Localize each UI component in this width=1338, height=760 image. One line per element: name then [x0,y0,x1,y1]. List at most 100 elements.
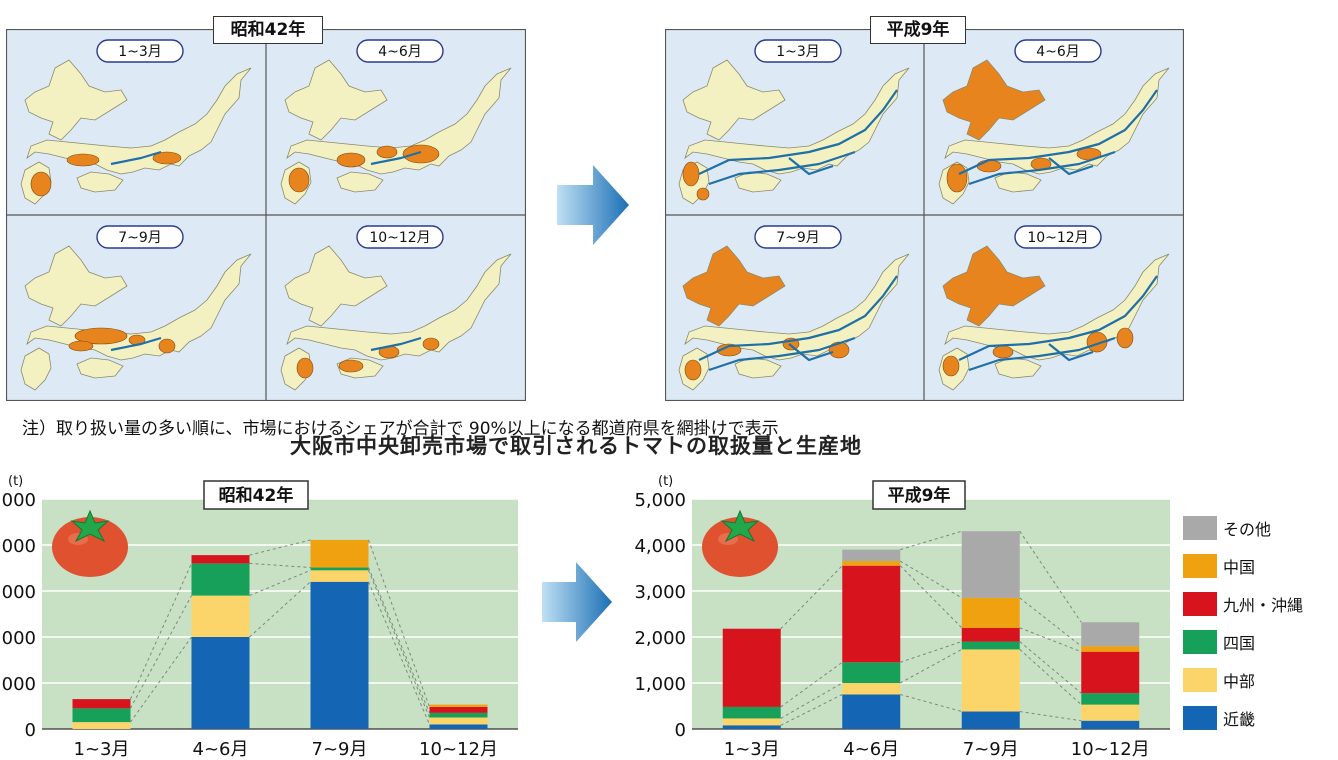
bar-segment [961,649,1020,712]
bar-segment [961,627,1020,642]
bar-segment [842,565,901,663]
japan-map: 4~6月 [938,39,1170,205]
y-tick-label: 4,000 [0,536,36,557]
bar-segment [72,699,131,709]
bar-segment [429,712,488,718]
bar-segment [72,722,131,729]
japan-map: 10~12月 [938,225,1170,391]
map-region-honshu [26,67,252,175]
legend-label: 中部 [1223,672,1256,691]
y-tick-label: 3,000 [0,582,36,603]
map-era-text: 昭和42年 [230,20,306,40]
bar-segment [429,724,488,729]
x-tick-label: 4~6月 [193,739,249,760]
legend-label: 九州・沖縄 [1223,596,1304,615]
map-route [1048,343,1094,362]
x-tick-label: 10~12月 [1071,739,1150,760]
connector-line [249,539,311,556]
legend-swatch [1183,668,1217,692]
legend-swatch [1183,592,1217,616]
connector-line [368,567,430,714]
map-region-hokkaido [24,245,128,327]
connector-line [899,565,963,629]
map-highlight [992,345,1014,359]
map-quarter-pill: 10~12月 [1014,225,1102,249]
connector-line [1019,530,1082,623]
right-arrow-icon [557,165,629,245]
legend-item: その他 [1183,514,1271,542]
map-quarter-pill: 7~9月 [96,225,184,249]
map-grid-right: 1~3月 4~6月 7~9月 10~12月 [678,39,1170,391]
bar-segment [310,570,369,582]
tomato-icon [702,509,778,577]
map-quarter-label: 10~12月 [369,230,430,246]
map-panel-right: 1~3月 4~6月 7~9月 10~12月 [665,29,1184,401]
bar-segment [961,641,1020,650]
map-highlight [1086,331,1108,353]
map-route [110,150,162,166]
main-title: 大阪市中央卸売市場で取引されるトマトの取扱量と生産地 [290,434,862,458]
map-highlight [152,151,182,165]
map-era-text: 平成9年 [886,20,950,40]
map-quarter-label: 4~6月 [1036,44,1080,60]
legend-label: 中国 [1223,558,1256,577]
map-highlight [336,152,366,168]
map-quarter-label: 1~3月 [776,44,820,60]
map-route [698,275,898,361]
map-route [958,275,1158,361]
connector-line [249,569,311,597]
connector-line [1019,641,1082,694]
map-highlight [682,161,700,187]
map-highlight [976,159,1002,173]
legend-item: 近畿 [1183,704,1255,732]
map-region-honshu [286,253,512,361]
map-highlight [402,144,440,164]
legend-item: 九州・沖縄 [1183,590,1303,618]
map-highlight [66,153,100,167]
map-region-honshu [944,67,1170,175]
x-tick-label: 7~9月 [963,739,1019,760]
y-unit-label: (t) [658,474,673,489]
map-region-honshu [684,67,910,175]
bar-chart-right: 5,000 4,000 3,000 2,000 1,000 0 (t) 1~3月 4~6月 7~9… [634,474,1170,760]
map-route [1048,157,1094,176]
bar-segment [722,628,781,707]
map-region-hokkaido [284,245,388,327]
map-panel-left: 1~3月 4~6月 7~9月 10~12月 [6,29,526,401]
bar-segment [429,704,488,707]
map-era-label-right: 平成9年 [870,16,966,44]
connector-line [1019,627,1082,653]
map-quarter-label: 10~12月 [1027,230,1088,246]
connector-line [1019,711,1082,722]
japan-map: 7~9月 [20,225,252,391]
map-grid-left: 1~3月 4~6月 7~9月 10~12月 [20,39,512,391]
legend-swatch [1183,706,1217,730]
map-highlight [288,167,310,193]
connector-line [249,581,311,638]
map-quarter-pill: 1~3月 [754,39,842,63]
bar-segment [1081,704,1140,721]
map-quarter-pill: 4~6月 [1014,39,1102,63]
chart-title: 平成9年 [872,480,966,510]
y-unit-label: (t) [8,474,23,489]
legend-swatch [1183,630,1217,654]
map-region-hokkaido [284,59,388,141]
bar-segment [191,555,250,564]
chart-title: 昭和42年 [203,480,309,510]
legend-item: 中部 [1183,666,1255,694]
map-route [698,89,898,175]
legend-label: 近畿 [1223,710,1256,729]
map-region-hokkaido [942,59,1046,141]
map-region-honshu [684,253,910,361]
japan-map: 1~3月 [678,39,910,205]
y-tick-label: 0 [675,720,686,741]
bar-segment [842,549,901,562]
bar-segment [72,708,131,723]
map-quarter-pill: 1~3月 [96,39,184,63]
bar-segment [429,717,488,725]
map-highlight [68,340,94,352]
bar-segment [191,637,250,729]
bar-segment [722,718,781,726]
y-tick-label: 0 [25,720,36,741]
map-route [708,150,856,186]
